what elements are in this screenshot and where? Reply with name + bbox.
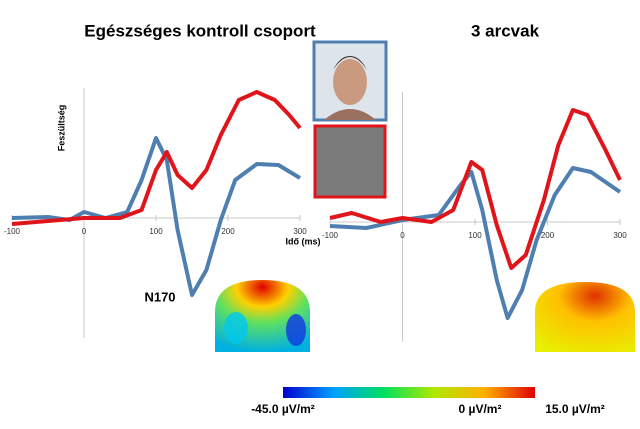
colorbar (283, 387, 535, 398)
chart-title: Egészséges kontroll csoport (84, 21, 316, 40)
x-tick-label: -100 (322, 231, 339, 240)
chart-title: 3 arcvak (471, 21, 540, 40)
x-tick-label: 100 (468, 231, 482, 240)
face (333, 59, 367, 105)
x-tick-label: 200 (541, 231, 555, 240)
colorbar-label: 0 µV/m² (459, 402, 502, 416)
topo-map (535, 282, 635, 352)
x-tick-label: 0 (82, 227, 87, 236)
x-tick-label: 200 (221, 227, 235, 236)
topo-spot (224, 312, 248, 344)
noise-image (313, 124, 387, 199)
series-line (329, 108, 622, 270)
topo-spot (286, 314, 306, 346)
x-tick-label: 300 (613, 231, 627, 240)
x-axis-label: Idő (ms) (286, 236, 321, 246)
hair (333, 56, 367, 70)
y-axis-label: Feszültség (56, 105, 66, 152)
series-line (11, 136, 302, 297)
colorbar-label: -45.0 µV/m² (251, 402, 315, 416)
series-line (11, 90, 302, 226)
annotation: N170 (144, 289, 175, 304)
x-tick-label: 100 (149, 227, 163, 236)
x-tick-label: -100 (4, 227, 21, 236)
x-tick-label: 300 (293, 227, 307, 236)
x-tick-label: 0 (400, 231, 405, 240)
shoulders (324, 109, 376, 120)
colorbar-label: 15.0 µV/m² (545, 402, 605, 416)
